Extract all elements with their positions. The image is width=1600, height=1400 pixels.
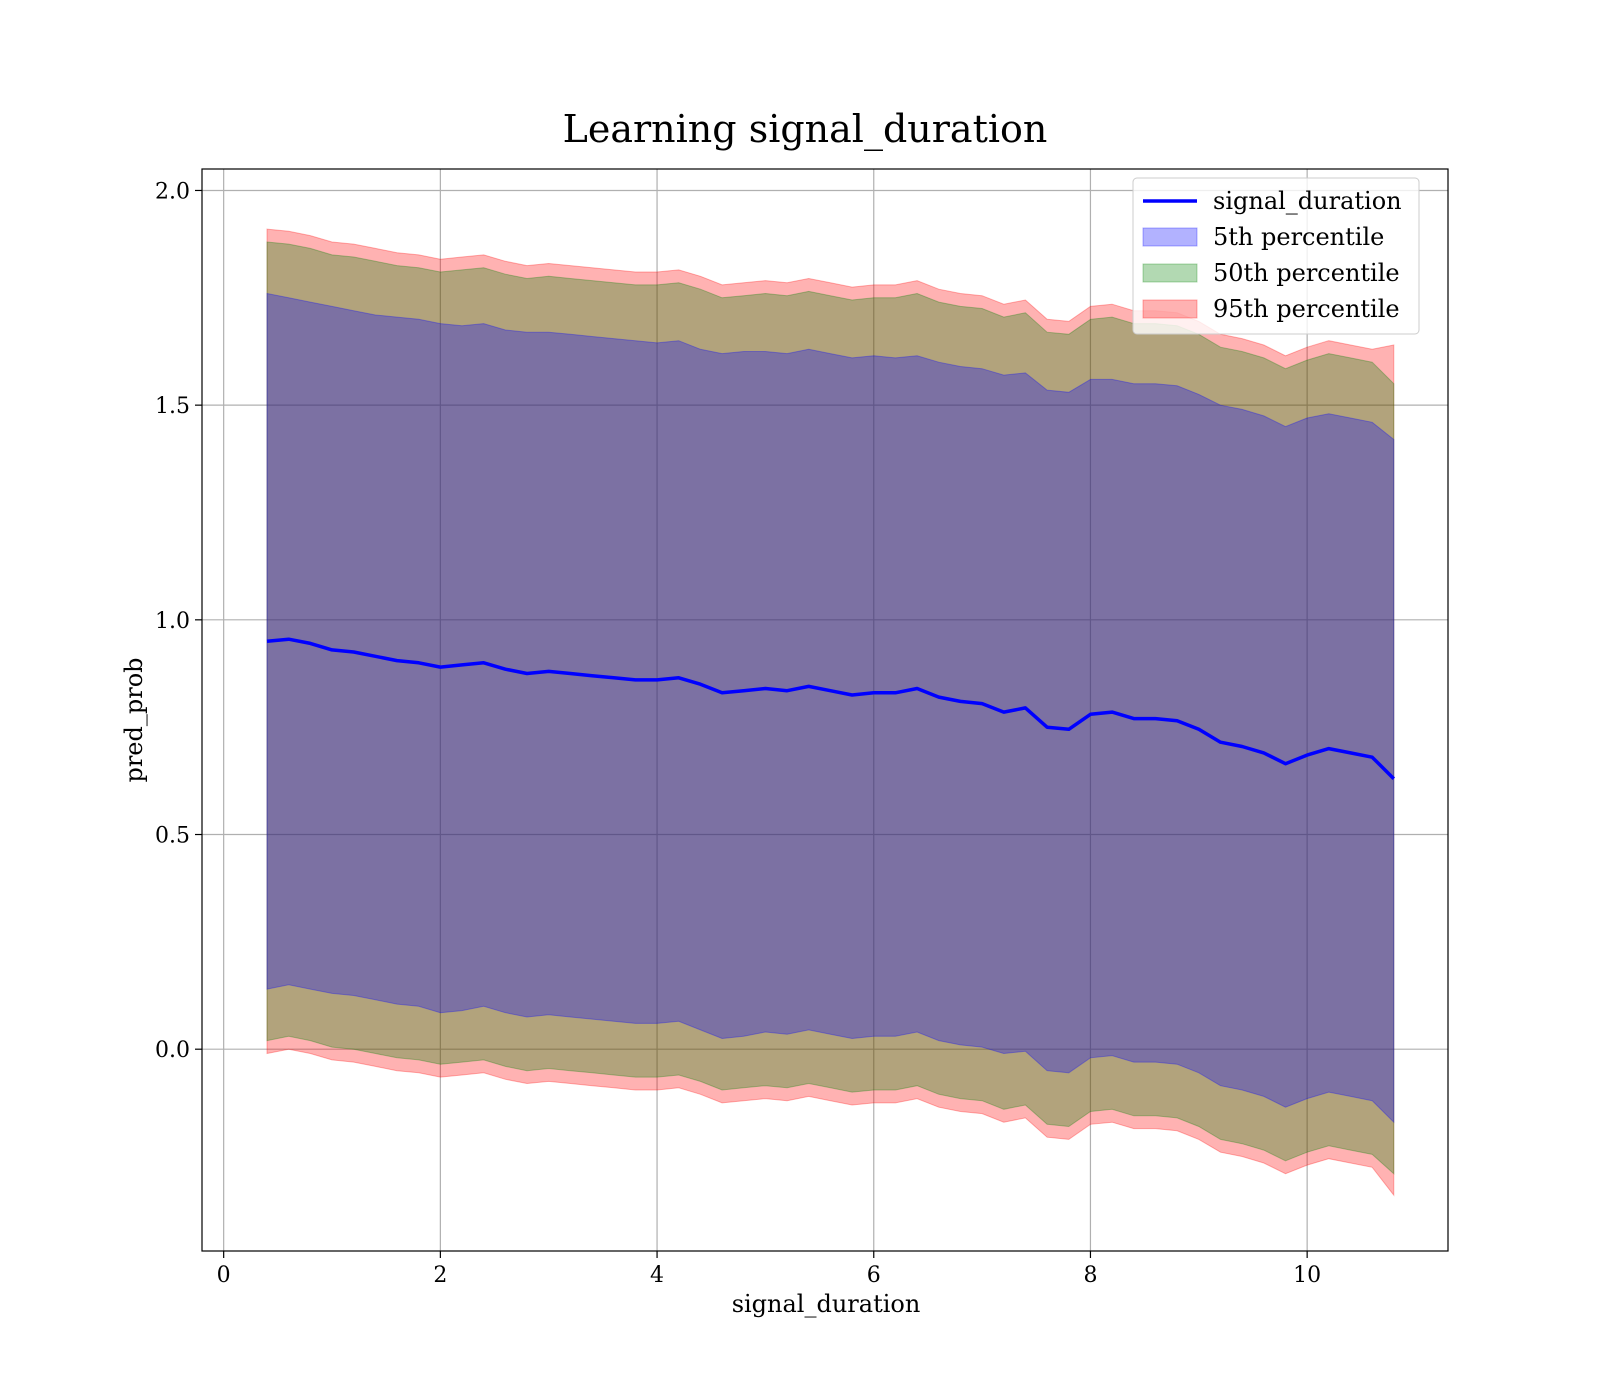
plot-frame	[201, 168, 1449, 1252]
band-95th-percentile	[266, 228, 1395, 1197]
y-tick-label: 0.5	[155, 824, 190, 849]
x-tick-label: 6	[867, 1263, 881, 1288]
lines-layer	[266, 637, 1396, 780]
x-tick-label: 4	[650, 1263, 664, 1288]
legend-label: 50th percentile	[1213, 259, 1400, 287]
chart-title: Learning signal_duration	[563, 107, 1048, 152]
ticks-layer: 0 2 4 6 8 10 0.0 0.5 1.0 1.5 2.0	[155, 179, 1321, 1288]
x-tick-label: 2	[433, 1263, 447, 1288]
legend-swatch	[1142, 263, 1198, 283]
y-tick-label: 1.5	[155, 394, 190, 419]
legend-box	[1132, 177, 1420, 335]
band-5th-percentile	[266, 292, 1395, 1124]
legend-swatch	[1142, 227, 1198, 247]
y-tick-label: 0.0	[155, 1038, 190, 1063]
band-50th-percentile	[266, 241, 1395, 1175]
x-tick-label: 8	[1083, 1263, 1097, 1288]
x-tick-label: 0	[217, 1263, 231, 1288]
y-tick-label: 1.0	[155, 609, 190, 634]
legend-label: 95th percentile	[1213, 295, 1400, 323]
y-tick-label: 2.0	[155, 179, 190, 204]
x-tick-label: 10	[1293, 1263, 1321, 1288]
legend-label: 5th percentile	[1213, 223, 1384, 251]
y-axis-label: pred_prob	[120, 657, 148, 782]
bands-layer	[266, 228, 1395, 1197]
legend-label: signal_duration	[1213, 187, 1402, 215]
legend-swatch	[1142, 299, 1198, 319]
series-line-signal-duration	[266, 637, 1396, 780]
x-axis-label: signal_duration	[732, 1290, 921, 1318]
legend: signal_duration 5th percentile 50th percen…	[1132, 177, 1420, 335]
